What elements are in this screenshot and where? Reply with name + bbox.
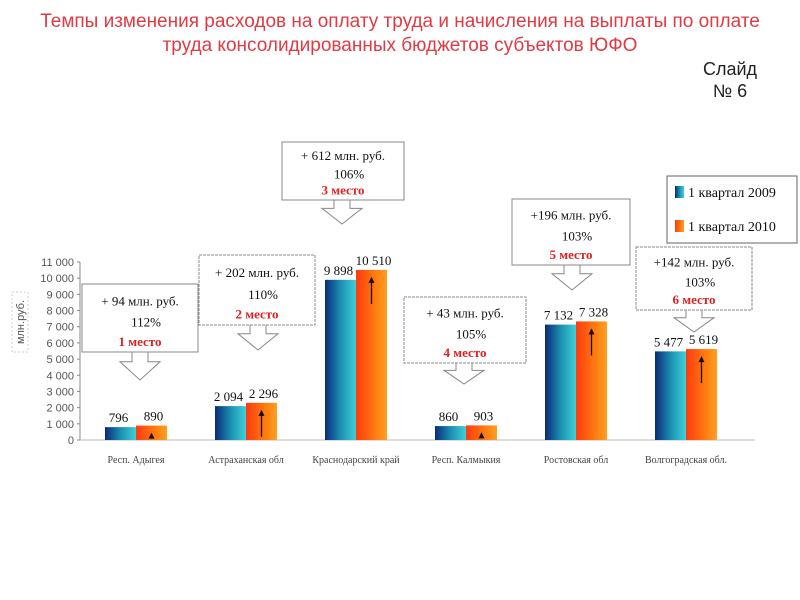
callout-rank: 6 место xyxy=(672,292,715,307)
callout-arrow-icon xyxy=(236,325,280,351)
slide-number: Слайд № 6 xyxy=(690,58,770,102)
callout-arrow-icon xyxy=(672,310,716,333)
callout-arrow-icon xyxy=(442,363,486,385)
callout-percent: 103% xyxy=(562,228,593,243)
category-label: Астраханская обл xyxy=(208,455,284,466)
callout-percent: 106% xyxy=(334,166,365,181)
bar-2009 xyxy=(655,351,686,440)
category-label: Краснодарский край xyxy=(312,455,400,466)
y-tick-label: 9 000 xyxy=(46,289,74,301)
callout-box xyxy=(403,296,527,364)
callout-box xyxy=(635,246,753,311)
legend xyxy=(666,175,798,244)
up-arrow-head-icon xyxy=(258,409,265,416)
callout-box xyxy=(81,283,199,353)
bar-2009 xyxy=(325,279,356,440)
y-axis-label-box xyxy=(11,291,29,353)
callout-delta: + 43 млн. руб. xyxy=(426,306,504,321)
y-tick-label: 7 000 xyxy=(46,322,74,334)
data-label: 9 898 xyxy=(324,263,353,278)
callout-percent: 103% xyxy=(685,274,716,289)
slide-number-value: № 6 xyxy=(712,81,748,101)
legend-swatch xyxy=(675,186,684,198)
category-label: Волгоградская обл. xyxy=(645,455,727,466)
y-axis-label: млн.руб. xyxy=(15,300,27,344)
data-label: 860 xyxy=(439,409,459,424)
callout-rank: 1 место xyxy=(118,334,161,349)
callout-delta: + 612 млн. руб. xyxy=(301,148,385,163)
y-tick-label: 4 000 xyxy=(46,370,74,382)
callout-percent: 105% xyxy=(456,326,487,341)
bar-2009 xyxy=(545,324,576,440)
data-label: 2 296 xyxy=(249,386,279,401)
callout-arrow-icon xyxy=(320,200,364,225)
data-label: 890 xyxy=(144,409,164,424)
up-arrow-head-icon xyxy=(698,356,705,363)
callout-delta: +142 млн. руб. xyxy=(654,255,735,270)
category-label: Ростовская обл xyxy=(544,455,608,466)
callout-arrow-icon xyxy=(550,265,594,291)
y-tick-label: 6 000 xyxy=(46,338,74,350)
up-arrow-head-icon xyxy=(588,328,595,335)
slide-label: Слайд xyxy=(702,59,758,79)
data-label: 7 132 xyxy=(544,308,573,323)
up-arrow-head-icon xyxy=(368,276,375,283)
legend-swatch xyxy=(675,220,684,232)
data-label: 903 xyxy=(474,408,494,423)
category-label: Респ. Адыгея xyxy=(108,455,165,466)
legend-label: 1 квартал 2010 xyxy=(688,220,776,235)
callout-delta: +196 млн. руб. xyxy=(531,208,612,223)
bar-2009 xyxy=(105,427,136,440)
data-label: 5 619 xyxy=(689,332,718,347)
bar-2009 xyxy=(435,426,466,440)
callout-rank: 5 место xyxy=(549,247,592,262)
callout-delta: + 94 млн. руб. xyxy=(101,293,179,308)
y-tick-label: 2 000 xyxy=(46,403,74,415)
callout-rank: 4 место xyxy=(443,345,486,360)
callout-delta: + 202 млн. руб. xyxy=(215,265,299,280)
data-label: 2 094 xyxy=(214,389,244,404)
y-tick-label: 5 000 xyxy=(46,354,74,366)
y-tick-label: 1 000 xyxy=(46,419,74,431)
y-tick-label: 8 000 xyxy=(46,306,74,318)
callout-box xyxy=(511,198,631,266)
callout-percent: 110% xyxy=(248,287,278,302)
callout-box xyxy=(198,254,316,326)
callout-arrow-icon xyxy=(118,352,162,381)
bar-2009 xyxy=(215,406,246,440)
y-tick-label: 10 000 xyxy=(40,273,74,285)
data-label: 10 510 xyxy=(356,253,392,268)
up-arrow-head-icon xyxy=(148,432,155,439)
data-label: 7 328 xyxy=(579,304,608,319)
y-tick-label: 3 000 xyxy=(46,386,74,398)
callout-percent: 112% xyxy=(131,315,161,330)
callout-rank: 3 место xyxy=(321,182,364,197)
data-label: 5 477 xyxy=(654,334,684,349)
callout-box xyxy=(281,141,405,201)
y-tick-label: 11 000 xyxy=(41,257,74,269)
y-tick-label: 0 xyxy=(68,435,74,447)
legend-label: 1 квартал 2009 xyxy=(688,186,776,201)
category-label: Респ. Калмыкия xyxy=(432,455,501,466)
up-arrow-head-icon xyxy=(478,432,485,439)
data-label: 796 xyxy=(109,410,129,425)
callout-rank: 2 место xyxy=(235,307,278,322)
chart-title: Темпы изменения расходов на оплату труда… xyxy=(40,11,760,56)
